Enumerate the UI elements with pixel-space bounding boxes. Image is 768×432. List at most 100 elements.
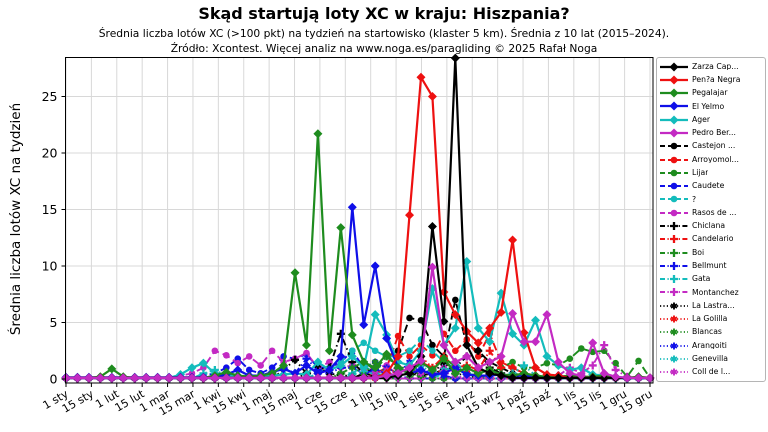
legend-label: Lijar xyxy=(692,169,709,177)
legend-label: Genevilla xyxy=(692,354,728,363)
legend-marker-candelario-icon xyxy=(660,235,688,244)
legend-marker-boi-icon xyxy=(660,248,688,257)
legend-label: Rasos de ... xyxy=(692,208,737,217)
legend-marker-blancas-icon xyxy=(660,328,688,336)
legend-item-site-q: ? xyxy=(659,193,764,206)
legend-marker-el-yelmo-icon xyxy=(660,101,688,111)
legend-marker-chiclana-icon xyxy=(660,222,688,231)
legend-label: Montanchez xyxy=(692,288,739,297)
legend-label: Candelario xyxy=(692,235,734,244)
series-markers-zarza-cap xyxy=(61,53,655,383)
legend-item-arangoiti: Arangoiti xyxy=(659,339,764,352)
legend-label: La Golilla xyxy=(692,315,728,323)
legend-item-coll-de-l: Coll de l... xyxy=(659,366,764,379)
legend-label: El Yelmo xyxy=(692,102,725,111)
legend-marker-genevilla-icon xyxy=(660,355,688,363)
legend-item-pedro-ber: Pedro Ber... xyxy=(659,127,764,140)
legend-marker-caudete-icon xyxy=(660,182,688,190)
legend-marker-ager-icon xyxy=(660,115,688,125)
legend-item-chiclana: Chiclana xyxy=(659,220,764,233)
legend-marker-pegalajar-icon xyxy=(660,88,688,98)
series-markers-el-yelmo xyxy=(61,202,655,383)
plot-frame xyxy=(65,57,654,384)
legend-item-pegalajar: Pegalajar xyxy=(659,87,764,100)
y-tick-label: 25 xyxy=(42,89,58,104)
series-markers-pen-a-negra xyxy=(61,72,655,383)
legend-marker-coll-de-l-icon xyxy=(660,368,688,376)
y-tick-label: 15 xyxy=(42,202,58,217)
legend-label: Caudete xyxy=(692,182,725,191)
legend-item-ager: Ager xyxy=(659,113,764,126)
legend-label: La Lastra... xyxy=(692,301,735,310)
legend-item-gata: Gata xyxy=(659,273,764,286)
series-line-zarza-cap xyxy=(66,58,650,379)
legend-marker-montanchez-icon xyxy=(660,288,688,297)
legend-item-caudete: Caudete xyxy=(659,180,764,193)
gridlines xyxy=(65,57,653,383)
legend-label: Pedro Ber... xyxy=(692,129,736,137)
legend-label: Arroyomol... xyxy=(692,155,739,164)
series-line-el-yelmo xyxy=(66,207,650,379)
y-tick-label: 10 xyxy=(42,259,58,274)
legend-marker-rasos-de-icon xyxy=(660,209,688,217)
legend-label: Boi xyxy=(692,248,705,257)
legend-marker-lijar-icon xyxy=(660,169,688,177)
axis-ticks xyxy=(61,96,651,387)
legend-item-castejon: Castejon ... xyxy=(659,140,764,153)
legend-marker-site-q-icon xyxy=(660,196,688,203)
x-tick-label: 15 lip xyxy=(368,387,401,414)
series-markers-pedro-ber xyxy=(61,262,655,383)
legend-item-candelario: Candelario xyxy=(659,233,764,246)
legend-marker-bellmunt-icon xyxy=(660,261,688,270)
y-axis-label: Średnia liczba lotów XC na tydzień xyxy=(8,102,24,336)
legend-label: Coll de l... xyxy=(692,368,731,376)
chart-legend: Zarza Cap... Pen?a Negra Pegalajar El Yelmo… xyxy=(656,57,766,382)
legend-marker-arroyomol-icon xyxy=(660,156,688,163)
legend-label: Arangoiti xyxy=(692,341,727,350)
legend-marker-pedro-ber-icon xyxy=(660,128,688,138)
legend-marker-arangoiti-icon xyxy=(660,342,688,350)
legend-item-pen-a-negra: Pen?a Negra xyxy=(659,73,764,86)
series-line-pen-a-negra xyxy=(66,73,650,379)
legend-item-zarza-cap: Zarza Cap... xyxy=(659,60,764,73)
legend-item-lijar: Lijar xyxy=(659,166,764,179)
legend-item-la-golilla: La Golilla xyxy=(659,312,764,325)
legend-item-genevilla: Genevilla xyxy=(659,352,764,365)
legend-label: Pegalajar xyxy=(692,89,728,98)
legend-marker-pen-a-negra-icon xyxy=(660,75,688,85)
series-lines xyxy=(61,53,655,383)
chart-source-line: Źródło: Xcontest. Więcej analiz na www.n… xyxy=(170,42,598,55)
legend-item-bellmunt: Bellmunt xyxy=(659,259,764,272)
legend-label: Ager xyxy=(692,115,711,124)
chart-subtitle: Średnia liczba lotów XC (>100 pkt) na ty… xyxy=(98,27,670,40)
legend-item-rasos-de: Rasos de ... xyxy=(659,206,764,219)
legend-item-arroyomol: Arroyomol... xyxy=(659,153,764,166)
y-tick-label: 20 xyxy=(42,146,58,161)
legend-marker-la-golilla-icon xyxy=(660,315,688,323)
series-line-pedro-ber xyxy=(66,266,650,379)
series-markers-arroyomol xyxy=(62,330,654,382)
legend-label: Zarza Cap... xyxy=(692,62,739,71)
y-tick-label: 5 xyxy=(50,315,58,330)
legend-label: Castejon ... xyxy=(692,142,736,151)
legend-item-la-lastra: La Lastra... xyxy=(659,299,764,312)
legend-label: Chiclana xyxy=(692,222,726,230)
legend-marker-la-lastra-icon xyxy=(660,302,688,310)
legend-item-blancas: Blancas xyxy=(659,326,764,339)
y-tick-label: 0 xyxy=(50,372,58,387)
legend-item-el-yelmo: El Yelmo xyxy=(659,100,764,113)
legend-label: Pen?a Negra xyxy=(692,76,741,84)
legend-item-montanchez: Montanchez xyxy=(659,286,764,299)
legend-label: Bellmunt xyxy=(692,262,727,270)
legend-marker-zarza-cap-icon xyxy=(660,62,688,72)
series-markers-chiclana xyxy=(62,329,654,383)
legend-marker-gata-icon xyxy=(660,275,688,284)
legend-label: Gata xyxy=(692,275,711,283)
legend-label: Blancas xyxy=(692,328,722,337)
legend-marker-castejon-icon xyxy=(660,143,688,150)
legend-label: ? xyxy=(692,195,697,204)
legend-item-boi: Boi xyxy=(659,246,764,259)
